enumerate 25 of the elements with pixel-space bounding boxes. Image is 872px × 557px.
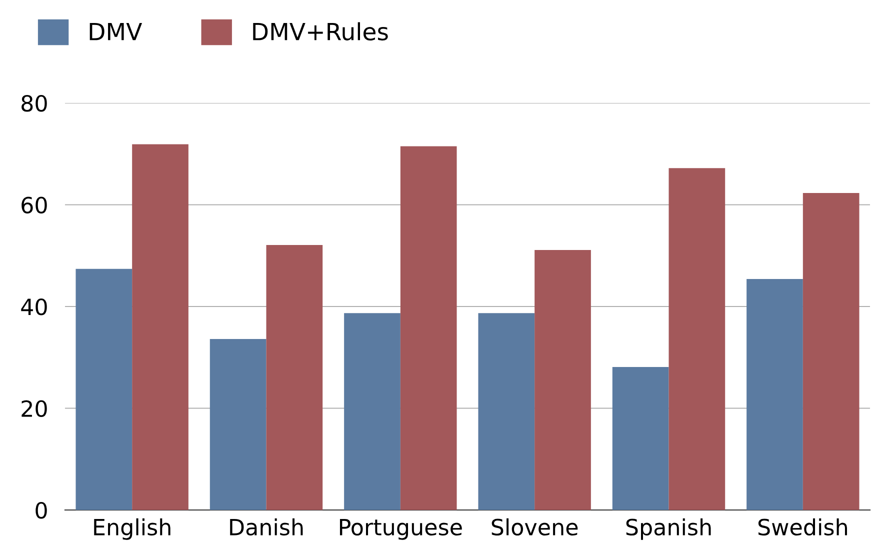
x-tick-label: Spanish <box>626 518 711 540</box>
bar <box>746 279 803 510</box>
bar <box>400 146 457 510</box>
bar <box>344 313 400 510</box>
x-tick-label: English <box>94 518 170 540</box>
bar <box>802 193 860 510</box>
legend-label: DMV+Rules <box>253 22 388 40</box>
bar <box>76 268 132 510</box>
legend-label: DMV <box>90 22 142 40</box>
x-tick-label: Swedish <box>758 518 847 536</box>
y-tick-label: 40 <box>21 298 47 316</box>
y-tick-label: 20 <box>22 400 47 418</box>
y-tick-label: 0 <box>36 502 47 519</box>
y-tick-label: 60 <box>22 196 47 214</box>
x-tick-label: Slovene <box>492 518 578 536</box>
bar <box>132 144 188 510</box>
y-tick-label: 80 <box>22 94 47 112</box>
bar <box>668 168 726 510</box>
bar <box>612 367 669 510</box>
bar <box>266 244 323 510</box>
x-tick-label: Portuguese <box>340 519 462 540</box>
bar <box>534 250 591 510</box>
bar <box>478 313 535 510</box>
bar <box>210 339 266 510</box>
x-tick-label: Danish <box>230 518 303 536</box>
